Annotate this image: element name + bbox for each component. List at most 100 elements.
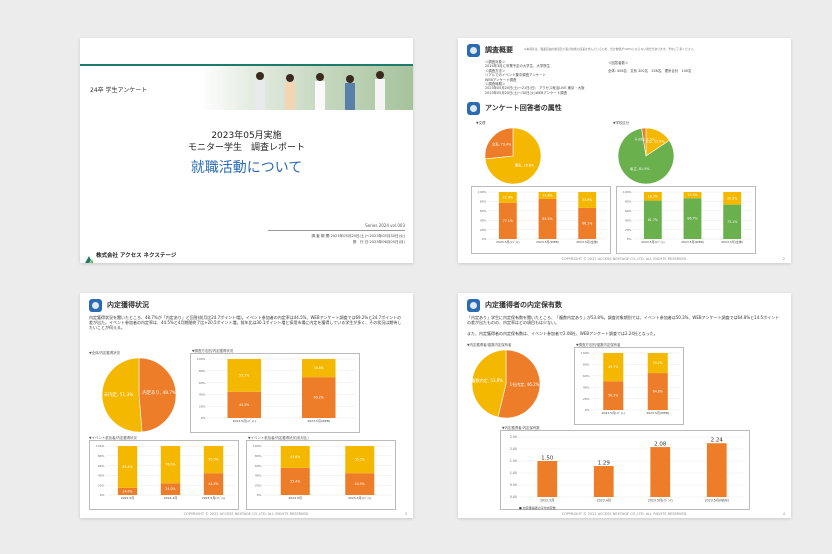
bar-data-label: 44.6% bbox=[290, 455, 300, 459]
y-tick-label: 20% bbox=[199, 404, 206, 408]
slide-offer-status: 内定獲得状況 内定獲得状況を聞いたところ、48.7%が「内定あり」と回答(前月比… bbox=[80, 293, 413, 518]
y-tick-label: 20% bbox=[583, 397, 590, 401]
bar-segment bbox=[280, 467, 310, 495]
bar-data-label: 50.3% bbox=[608, 394, 618, 398]
pie-slice bbox=[497, 349, 541, 419]
bar bbox=[706, 443, 727, 497]
y-tick-label: 60% bbox=[199, 381, 206, 385]
offer-status-icon bbox=[89, 299, 102, 312]
y-tick-label: 1.00 bbox=[510, 471, 517, 475]
bar-data-label: 35.2% bbox=[653, 361, 663, 365]
pie-data-label: 複数内定, 53.8% bbox=[472, 377, 503, 383]
pie-chart-school: 国公立, 15.6% 私立, 81.9% その他, 2.5% bbox=[617, 127, 675, 185]
cover-title-line2: モニター学生 調査レポート bbox=[187, 143, 305, 153]
bar-panel-average: 0.00 0.50 1.00 1.50 2.00 2.50 1.50 2022.5月 1.29 2… bbox=[500, 430, 750, 510]
pie-data-label: 理系, 26.6% bbox=[515, 162, 534, 167]
bar-segment bbox=[160, 446, 181, 484]
x-tick-label: 2023.5月(WEB) bbox=[681, 240, 704, 244]
pie-data-label: 私立, 81.9% bbox=[630, 166, 649, 171]
pie-data-label: 文系, 73.4% bbox=[492, 142, 511, 147]
x-tick-label: 2023.5月(WEB) bbox=[536, 240, 559, 244]
pie-slice bbox=[484, 127, 514, 160]
respondents-count: 全体: 458名 文系 300名 258名、理系合計 100名 bbox=[608, 69, 692, 73]
x-tick-label: 2023.4月 bbox=[597, 499, 611, 503]
pie-chart-multiple-offers: 1社内定, 46.2% 複数内定, 53.8% bbox=[471, 349, 541, 419]
bar-data-label: 55.5% bbox=[239, 373, 249, 377]
pie-slice bbox=[101, 357, 143, 433]
bar-data-label: 77.1% bbox=[503, 219, 513, 223]
stacked-bar-chart-left: 0% 20% 40% 60% 80% 100% 77.1% 22.9% 2023.5月(ｲﾍﾞﾝ… bbox=[478, 190, 607, 244]
y-tick-label: 100% bbox=[96, 444, 105, 448]
bar-segment bbox=[498, 202, 517, 239]
bar-data-label: 2.08 bbox=[654, 442, 667, 448]
stacked-bar-chart-compare: 0% 20% 40% 60% 80% 100% 55.4% 44.6% 2023.5月 44.5%… bbox=[253, 444, 392, 500]
x-tick-label: 2023.5月(ｲﾍﾞﾝﾄ) bbox=[648, 499, 673, 503]
cover-meta-period: 調 査 期 間:2023年05月20日(土)〜2023年05月30日(火) bbox=[311, 234, 405, 238]
bar-segment bbox=[301, 377, 336, 418]
bar-segment bbox=[203, 473, 224, 495]
x-tick-label: 2023.5月(WEB) bbox=[646, 411, 669, 415]
bar-data-label: 2.24 bbox=[711, 438, 724, 444]
bar-segment bbox=[227, 391, 262, 418]
bar-data-label: 26.9% bbox=[727, 196, 737, 200]
bar-data-label: 86.7% bbox=[687, 217, 697, 221]
bar-segment bbox=[643, 200, 662, 239]
y-tick-label: 0% bbox=[100, 493, 105, 497]
y-tick-label: 20% bbox=[98, 483, 105, 487]
bar-data-label: 1.29 bbox=[598, 461, 611, 467]
pie-title: ▼内定獲得者/複数内定保有者 bbox=[467, 343, 512, 347]
overview-line: リアルでのイベント集中調査アンケート bbox=[485, 73, 546, 78]
header-rule bbox=[80, 64, 413, 66]
bar-segment bbox=[301, 359, 336, 378]
bar2-title: ▼内定獲得者/内定保有数 bbox=[502, 426, 540, 430]
pie-data-label: 未内定, 51.3% bbox=[104, 391, 133, 398]
y-tick-label: 80% bbox=[255, 454, 262, 458]
y-tick-label: 40% bbox=[98, 474, 105, 478]
x-tick-label: 2023.5月(ｲﾍﾞﾝﾄ) bbox=[348, 496, 371, 500]
page-number: 3 bbox=[404, 512, 407, 516]
bar2-title: ▼イベント参加者/内定獲得状況 bbox=[89, 436, 137, 440]
bar-data-label: 55.4% bbox=[290, 479, 300, 483]
bar-data-label: 18.3% bbox=[648, 194, 658, 198]
x-tick-label: 2023.5月(ｲﾍﾞﾝﾄ) bbox=[496, 240, 519, 244]
bar-data-label: 85.4% bbox=[122, 465, 132, 469]
y-tick-label: 40% bbox=[255, 474, 262, 478]
bar-data-label: 44.5% bbox=[355, 482, 365, 486]
y-tick-label: 60% bbox=[583, 374, 590, 378]
bar-segment bbox=[203, 446, 224, 474]
slide-offer-count: 内定獲得者の内定保有数 「内定あり」学生に内定保有数を聞いたところ、「複数内定あ… bbox=[458, 293, 791, 518]
bar-panel-method: 0% 20% 40% 60% 80% 100% 50.3% 49.7% 2023.5月(ｲﾍﾞﾝ… bbox=[574, 347, 684, 425]
y-tick-label: 60% bbox=[98, 464, 105, 468]
offer-status-heading: 内定獲得状況 bbox=[107, 301, 149, 309]
cover-meta-date: 発 行 日:2023年06月05日(月) bbox=[352, 240, 405, 244]
x-tick-label: 2023.5月(全体) bbox=[576, 239, 598, 244]
bar-data-label: 85.2% bbox=[542, 217, 552, 221]
bar-segment bbox=[227, 359, 262, 392]
x-tick-label: 2022.5月 bbox=[121, 496, 135, 500]
x-tick-label: 2023.5月(WEB) bbox=[705, 499, 729, 503]
bar-data-label: 44.5% bbox=[239, 403, 249, 407]
y-tick-label: 100% bbox=[478, 190, 487, 194]
y-tick-label: 0.00 bbox=[510, 495, 517, 499]
overview-line: ＜調査対象＞ bbox=[485, 60, 506, 64]
bar-segment bbox=[117, 487, 138, 495]
pie-slice bbox=[617, 128, 675, 185]
overview-note: ※本調査は、職業自由の確認及び集計技術の誤差を含んでいるため、合計数値が100%… bbox=[524, 47, 697, 51]
bar-segment bbox=[345, 446, 375, 474]
y-tick-label: 20% bbox=[625, 228, 632, 232]
x-tick-label: 2023.4月 bbox=[164, 496, 178, 500]
y-tick-label: 1.50 bbox=[510, 459, 517, 463]
y-tick-label: 100% bbox=[253, 444, 262, 448]
company-logo: 株式会社 アクセス ネクステージ bbox=[84, 250, 176, 263]
bar bbox=[537, 461, 558, 497]
y-tick-label: 100% bbox=[623, 190, 632, 194]
x-tick-label: 2022.5月 bbox=[540, 499, 554, 503]
pie-title: ▼全体/内定獲得状況 bbox=[89, 351, 120, 355]
x-tick-label: 2023.5月(ｲﾍﾞﾝﾄ) bbox=[602, 411, 625, 415]
y-tick-label: 80% bbox=[480, 200, 487, 204]
legend-label: ■ 内定獲得者の平均内定数 bbox=[519, 505, 556, 510]
student-photo bbox=[200, 66, 413, 110]
bar-segment bbox=[578, 192, 597, 208]
bar-data-label: 22.9% bbox=[503, 195, 513, 199]
slide-overview: 調査概要 ※本調査は、職業自由の確認及び集計技術の誤差を含んでいるため、合計数値… bbox=[458, 38, 791, 263]
